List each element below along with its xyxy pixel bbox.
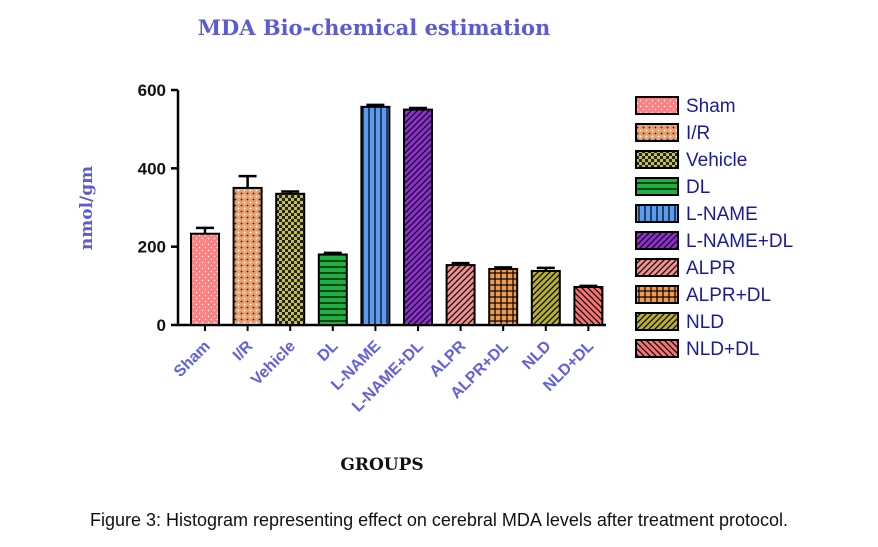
bar-vehicle bbox=[275, 192, 306, 326]
legend-swatch bbox=[635, 150, 679, 169]
bar-nld-dl bbox=[573, 286, 604, 326]
legend-label: NLD bbox=[686, 312, 724, 333]
bar-l-name-dl bbox=[403, 108, 433, 327]
mda-bar-chart: MDA Bio-chemical estimation nmol/gm GROU… bbox=[77, 15, 793, 475]
legend-label: I/R bbox=[686, 123, 710, 144]
bar-alpr bbox=[445, 264, 476, 327]
x-tick-label: I/R bbox=[230, 337, 257, 364]
legend-label: ALPR+DL bbox=[686, 285, 771, 306]
legend-swatch bbox=[635, 96, 679, 115]
legend-label: Sham bbox=[686, 96, 736, 117]
legend-swatch bbox=[635, 231, 679, 250]
legend-swatch bbox=[635, 285, 679, 304]
y-tick-label: 600 bbox=[138, 81, 166, 100]
legend-swatch bbox=[635, 123, 679, 142]
bars-group bbox=[190, 103, 604, 327]
y-axis-label: nmol/gm bbox=[77, 166, 97, 250]
legend-swatch bbox=[635, 339, 679, 358]
legend-label: L-NAME bbox=[686, 204, 758, 225]
bar-nld bbox=[530, 269, 561, 327]
bar-alpr-dl bbox=[488, 267, 519, 327]
legend-label: L-NAME+DL bbox=[686, 231, 793, 252]
x-tick-label: Vehicle bbox=[248, 338, 299, 389]
y-ticks: 0 200 400 600 bbox=[138, 81, 178, 335]
legend-label: ALPR bbox=[686, 258, 736, 279]
x-tick-label: DL bbox=[315, 338, 342, 365]
legend-swatch bbox=[635, 258, 679, 277]
y-tick-label: 200 bbox=[138, 238, 166, 257]
figure-caption: Figure 3: Histogram representing effect … bbox=[90, 510, 788, 530]
legend-label: NLD+DL bbox=[686, 339, 759, 360]
x-tick-label: NLD bbox=[519, 338, 554, 373]
y-tick-label: 400 bbox=[138, 159, 166, 178]
legend-swatch bbox=[635, 204, 679, 223]
x-tick-label: Sham bbox=[171, 338, 214, 381]
bar-i-r bbox=[232, 186, 263, 326]
legend-swatch bbox=[635, 177, 679, 196]
bar-l-name bbox=[360, 105, 391, 327]
legend-label: DL bbox=[686, 177, 710, 198]
chart-title: MDA Bio-chemical estimation bbox=[198, 15, 550, 40]
y-tick-label: 0 bbox=[157, 316, 166, 335]
legend: Sham I/R Vehicle DL L-NAME L-NAME+DL ALPR ALPR+… bbox=[635, 96, 793, 360]
legend-label: Vehicle bbox=[686, 150, 747, 171]
x-axis-label: GROUPS bbox=[340, 455, 423, 475]
legend-swatch bbox=[635, 312, 679, 331]
bar-sham bbox=[190, 232, 220, 326]
bar-dl bbox=[317, 253, 348, 326]
